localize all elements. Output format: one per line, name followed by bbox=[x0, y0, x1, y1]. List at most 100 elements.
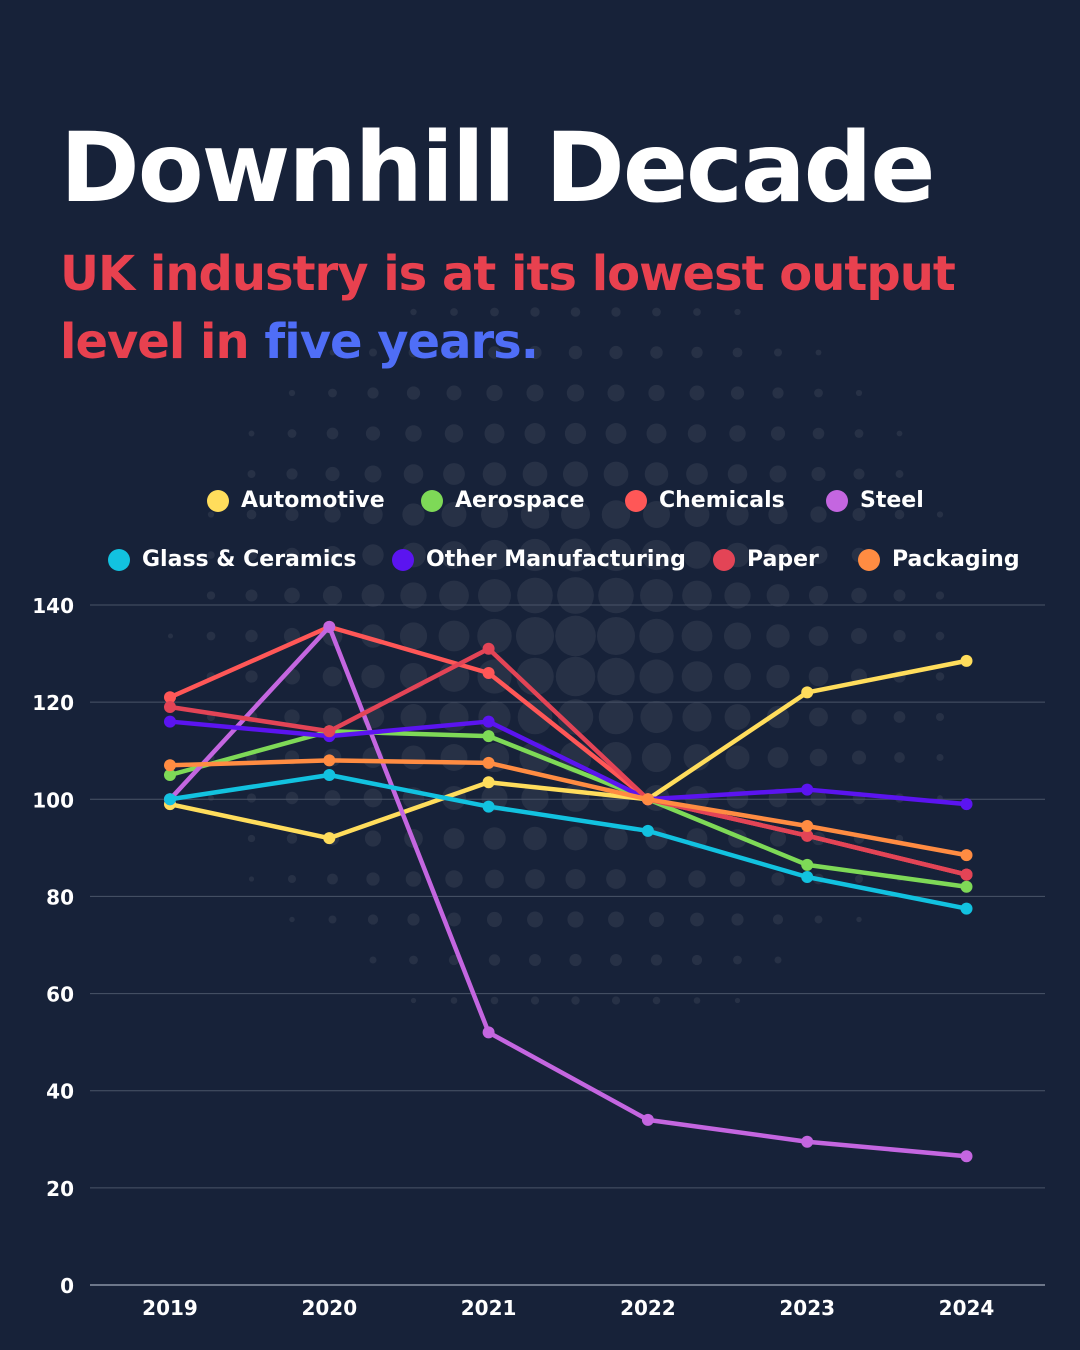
bg-dot bbox=[611, 996, 621, 1005]
bg-dot bbox=[324, 506, 341, 523]
bg-dot bbox=[639, 659, 674, 694]
bg-dot bbox=[479, 539, 510, 571]
bg-dot bbox=[362, 544, 384, 566]
bg-dot bbox=[686, 463, 708, 485]
bg-dot bbox=[207, 551, 215, 559]
bg-dot bbox=[772, 914, 784, 925]
bg-dot bbox=[559, 538, 592, 572]
data-point bbox=[801, 820, 814, 832]
bg-dot bbox=[322, 666, 343, 687]
bg-dot bbox=[936, 511, 944, 518]
data-point bbox=[641, 793, 654, 806]
data-point bbox=[801, 686, 814, 699]
bg-dot bbox=[893, 711, 906, 723]
bg-dot bbox=[811, 466, 826, 482]
bg-dot bbox=[517, 577, 553, 614]
data-point bbox=[801, 783, 814, 796]
bg-dot bbox=[855, 389, 863, 397]
data-point bbox=[482, 800, 495, 813]
legend-label: Automotive bbox=[241, 488, 385, 513]
bg-dot bbox=[365, 426, 381, 441]
bg-dot bbox=[439, 580, 469, 611]
series-line bbox=[169, 758, 967, 858]
bg-dot bbox=[641, 742, 672, 773]
bg-dot bbox=[895, 470, 904, 478]
bg-dot bbox=[328, 915, 337, 924]
bg-dot bbox=[480, 500, 509, 529]
bg-dot bbox=[812, 427, 825, 440]
bg-dot bbox=[851, 709, 867, 725]
legend-swatch-icon bbox=[108, 548, 130, 571]
series-automotive bbox=[164, 654, 973, 845]
bg-dot bbox=[772, 387, 784, 399]
bg-dot bbox=[604, 826, 628, 851]
bg-dot bbox=[693, 997, 701, 1004]
bg-dot bbox=[443, 828, 465, 849]
bg-dot bbox=[768, 504, 788, 525]
bg-dot bbox=[693, 308, 701, 316]
bg-dot bbox=[400, 582, 427, 609]
series-packaging bbox=[164, 754, 973, 862]
bg-dot bbox=[284, 547, 300, 563]
bg-dot bbox=[521, 784, 549, 812]
bg-dot bbox=[729, 871, 746, 887]
legend-swatch-icon bbox=[625, 489, 647, 512]
bg-dot bbox=[652, 307, 661, 317]
bg-dot bbox=[607, 384, 625, 402]
x-tick-label: 2022 bbox=[620, 1296, 676, 1320]
bg-dot bbox=[639, 618, 674, 654]
bg-dot bbox=[248, 430, 255, 437]
bg-dot bbox=[684, 502, 710, 527]
data-point bbox=[801, 1135, 814, 1148]
bg-dot bbox=[322, 585, 343, 606]
bg-dot bbox=[284, 587, 300, 604]
bg-dot bbox=[682, 702, 712, 732]
bg-dot bbox=[724, 582, 751, 609]
y-tick-label: 0 bbox=[60, 1274, 74, 1298]
bg-dot bbox=[598, 577, 634, 614]
bg-dot bbox=[443, 463, 465, 485]
bg-dot bbox=[689, 385, 705, 401]
bg-dot bbox=[406, 386, 421, 400]
legend-label: Aerospace bbox=[455, 488, 585, 513]
bg-dot bbox=[690, 912, 704, 927]
bg-dot bbox=[852, 508, 866, 521]
bg-dot bbox=[606, 869, 626, 889]
bg-dot bbox=[245, 589, 258, 602]
data-point bbox=[323, 769, 336, 781]
bg-dot bbox=[893, 629, 906, 643]
bg-dot bbox=[287, 874, 297, 884]
legend-swatch-icon bbox=[392, 548, 414, 571]
bg-dot bbox=[523, 826, 547, 851]
bg-dot bbox=[896, 430, 903, 437]
bg-dot bbox=[640, 579, 673, 612]
bg-dot bbox=[245, 629, 258, 643]
y-tick-label: 120 bbox=[32, 691, 74, 715]
bg-dot bbox=[323, 545, 342, 565]
bg-dot bbox=[766, 664, 790, 689]
bg-dot bbox=[725, 745, 750, 770]
legend-swatch-icon bbox=[858, 548, 880, 571]
bg-dot bbox=[567, 911, 584, 928]
bg-dot bbox=[484, 423, 505, 444]
bg-dot bbox=[405, 871, 422, 887]
bg-dot bbox=[734, 308, 741, 316]
legend-item: Packaging bbox=[858, 547, 1020, 572]
x-tick-label: 2024 bbox=[939, 1296, 995, 1320]
bg-dot bbox=[730, 386, 745, 400]
bg-dot bbox=[289, 916, 295, 923]
bg-dot bbox=[524, 423, 546, 444]
bg-dot bbox=[486, 384, 503, 402]
legend-label: Chemicals bbox=[659, 488, 785, 513]
data-point bbox=[323, 725, 336, 738]
bg-dot bbox=[687, 424, 707, 443]
bg-dot bbox=[450, 997, 458, 1004]
bg-dot bbox=[729, 425, 746, 442]
bg-dot bbox=[566, 384, 585, 402]
bg-dot bbox=[815, 349, 822, 356]
bg-dot bbox=[851, 587, 867, 604]
bg-dot bbox=[609, 345, 623, 360]
bg-dot bbox=[247, 470, 256, 478]
